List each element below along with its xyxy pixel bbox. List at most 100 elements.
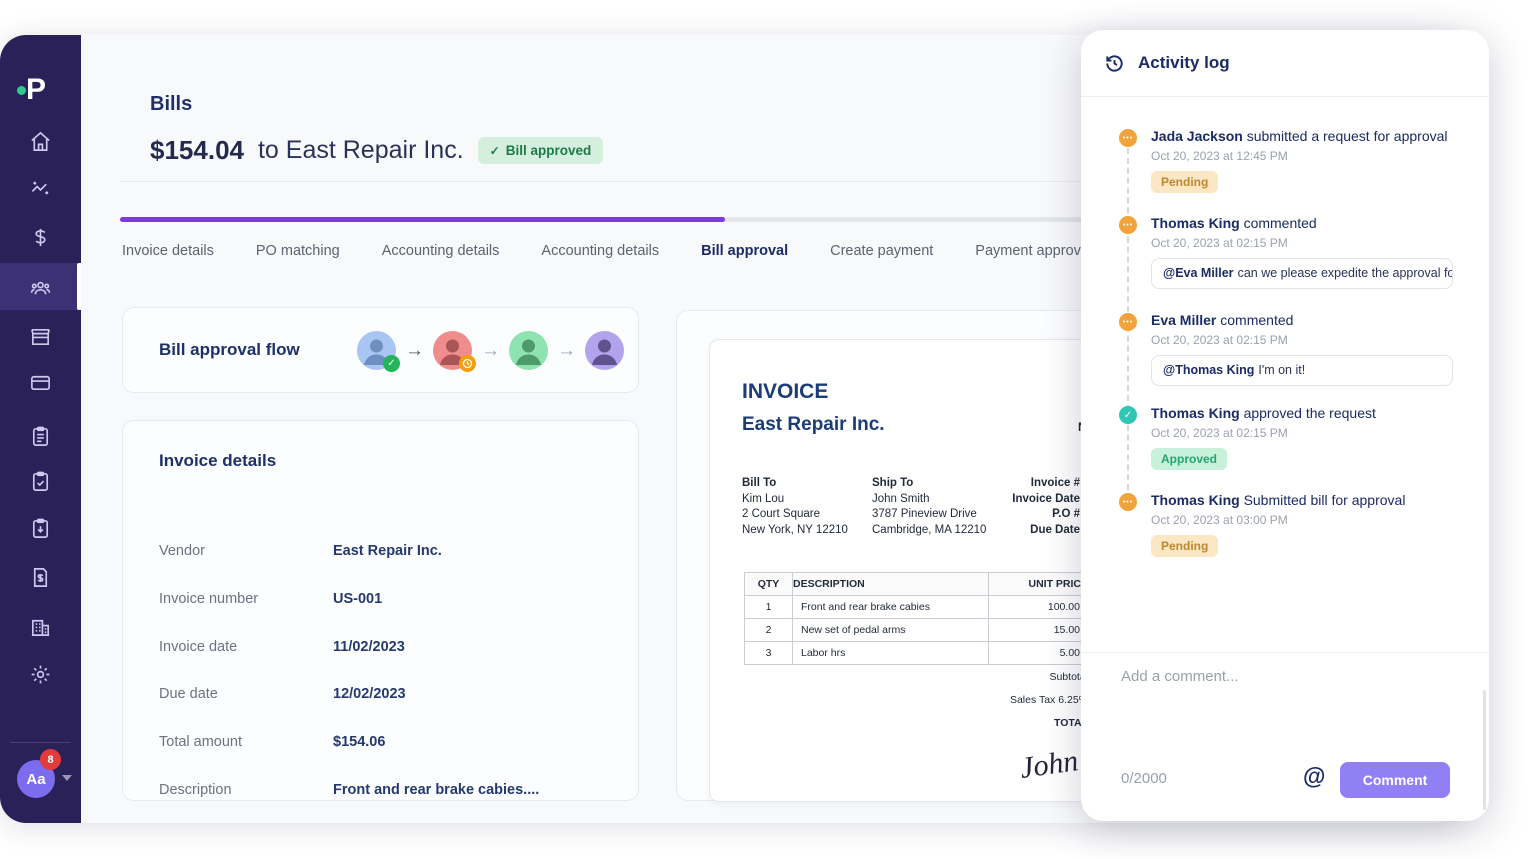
- flow-arrow-icon: [405, 340, 424, 362]
- page-title: Bills: [150, 93, 193, 115]
- timestamp: Oct 20, 2023 at 02:15 PM: [1151, 333, 1288, 347]
- activity-entry: Jada Jackson submitted a request for app…: [1119, 128, 1459, 193]
- timestamp: Oct 20, 2023 at 12:45 PM: [1151, 149, 1288, 163]
- card-icon[interactable]: [29, 371, 52, 394]
- tab-po-matching[interactable]: PO matching: [255, 243, 340, 259]
- building-icon[interactable]: [29, 615, 52, 638]
- actor-name: Thomas King: [1151, 492, 1240, 508]
- invoice-details-card: Invoice details Vendor East Repair Inc. …: [122, 420, 639, 801]
- scrollbar[interactable]: [1483, 690, 1486, 810]
- activity-log-header: Activity log: [1081, 30, 1489, 97]
- action-text: approved the request: [1243, 405, 1376, 421]
- detail-row-vendor: Vendor East Repair Inc.: [159, 543, 442, 559]
- status-badge: Pending: [1151, 535, 1219, 557]
- tab-invoice-details[interactable]: Invoice details: [122, 243, 214, 259]
- invoice-doc-company: East Repair Inc.: [742, 414, 885, 435]
- action-text: Submitted bill for approval: [1243, 492, 1406, 508]
- invoice-doc-title: INVOICE: [742, 380, 829, 403]
- timestamp: Oct 20, 2023 at 02:15 PM: [1151, 426, 1288, 440]
- flow-arrow-icon: [557, 340, 576, 362]
- timestamp: Oct 20, 2023 at 03:00 PM: [1151, 513, 1288, 527]
- activity-entry: Eva Miller commented Oct 20, 2023 at 02:…: [1119, 312, 1459, 386]
- sidebar-active-indicator: [77, 263, 81, 310]
- actor-name: Thomas King: [1151, 215, 1240, 231]
- user-menu-caret-icon[interactable]: [62, 775, 72, 781]
- bill-recipient: to East Repair Inc.: [257, 136, 464, 164]
- approver-avatar-1[interactable]: [357, 331, 400, 372]
- header-divider: [120, 181, 1085, 182]
- check-icon: [490, 144, 500, 158]
- workflow-progress-track: [120, 217, 1085, 222]
- approver-avatar-4[interactable]: [585, 331, 624, 370]
- app-logo[interactable]: P: [17, 73, 66, 107]
- detail-row-due-date: Due date 12/02/2023: [159, 686, 406, 702]
- mention: @Eva Miller: [1163, 266, 1234, 280]
- approver-avatar-3[interactable]: [509, 331, 548, 370]
- receipt-dollar-icon[interactable]: [29, 566, 52, 589]
- clipboard-download-icon[interactable]: [29, 517, 52, 540]
- flow-arrow-icon: [481, 340, 500, 362]
- actor-name: Eva Miller: [1151, 312, 1217, 328]
- activity-entry: Thomas King Submitted bill for approval …: [1119, 492, 1459, 557]
- summary-total-label: TOTAL: [1053, 717, 1088, 729]
- comment-button[interactable]: Comment: [1340, 762, 1450, 798]
- approval-flow-card: Bill approval flow: [122, 307, 639, 393]
- tab-bill-approval[interactable]: Bill approval: [701, 243, 789, 259]
- pending-dot-icon: [1119, 313, 1137, 331]
- workflow-tabs: Invoice details PO matching Accounting d…: [122, 243, 1092, 259]
- person-icon: [592, 339, 617, 365]
- tab-accounting-details-1[interactable]: Accounting details: [381, 243, 500, 259]
- comment-bubble[interactable]: @Thomas King I'm on it!: [1151, 355, 1453, 386]
- bill-summary: $154.04 to East Repair Inc. Bill approve…: [150, 135, 604, 166]
- comment-bubble[interactable]: @Eva Miller can we please expedite the ap…: [1151, 258, 1453, 289]
- status-badge: Pending: [1151, 171, 1219, 193]
- home-icon[interactable]: [29, 130, 52, 153]
- tab-accounting-details-2[interactable]: Accounting details: [541, 243, 660, 259]
- detail-row-invoice-date: Invoice date 11/02/2023: [159, 639, 405, 655]
- storefront-icon[interactable]: [29, 325, 52, 348]
- pending-clock-icon: [459, 355, 476, 372]
- summary-tax-label: Sales Tax 6.25%: [1009, 694, 1088, 706]
- user-avatar[interactable]: Aa: [17, 760, 55, 798]
- clipboard-check-icon[interactable]: [29, 470, 52, 493]
- summary-subtotal-label: Subtotal: [1049, 671, 1088, 683]
- pending-dot-icon: [1119, 493, 1137, 511]
- actor-name: Thomas King: [1151, 405, 1240, 421]
- character-counter: 0/2000: [1121, 770, 1167, 787]
- timestamp: Oct 20, 2023 at 02:15 PM: [1151, 236, 1288, 250]
- mention-icon[interactable]: @: [1303, 763, 1326, 789]
- ship-to-block: Ship To John Smith 3787 Pineview Drive C…: [872, 477, 987, 536]
- comment-input[interactable]: Add a comment...: [1121, 668, 1239, 685]
- status-badge: Approved: [1151, 448, 1228, 470]
- person-icon: [440, 339, 465, 365]
- tab-payment-approval[interactable]: Payment approval: [975, 243, 1093, 259]
- action-text: submitted a request for approval: [1246, 128, 1448, 144]
- person-icon: [516, 339, 541, 365]
- pending-dot-icon: [1119, 129, 1137, 147]
- mention: @Thomas King: [1163, 363, 1255, 377]
- approved-dot-icon: [1119, 406, 1137, 424]
- notification-badge: 8: [40, 749, 61, 770]
- analytics-icon[interactable]: [29, 177, 52, 200]
- workflow-progress-fill: [120, 217, 725, 222]
- invoice-meta-labels: Invoice # Invoice Date P.O # Due Date: [1012, 477, 1080, 536]
- detail-row-description: Description Front and rear brake cabies.…: [159, 782, 540, 798]
- dollar-icon[interactable]: [29, 226, 52, 249]
- action-text: commented: [1243, 215, 1317, 231]
- activity-log-title: Activity log: [1138, 53, 1230, 72]
- settings-icon[interactable]: [29, 663, 52, 686]
- clipboard-list-icon[interactable]: [29, 425, 52, 448]
- history-icon: [1106, 54, 1123, 72]
- activity-entry: Thomas King commented Oct 20, 2023 at 02…: [1119, 215, 1459, 289]
- composer-divider: [1081, 652, 1489, 653]
- actor-name: Jada Jackson: [1151, 128, 1243, 144]
- people-icon[interactable]: [29, 276, 52, 299]
- approver-avatar-2[interactable]: [433, 331, 476, 372]
- signature: John: [1017, 744, 1081, 785]
- pending-dot-icon: [1119, 216, 1137, 234]
- tab-create-payment[interactable]: Create payment: [830, 243, 934, 259]
- sidebar-active-highlight: [0, 263, 81, 310]
- detail-row-total-amount: Total amount $154.06: [159, 734, 386, 750]
- approval-flow-title: Bill approval flow: [159, 340, 300, 359]
